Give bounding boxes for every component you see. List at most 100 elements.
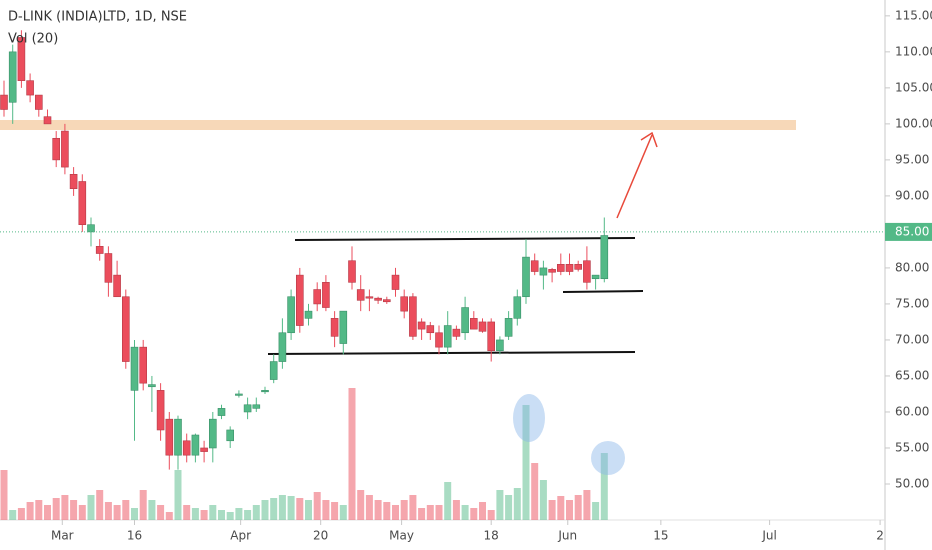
- candle-body: [17, 37, 26, 81]
- volume-bar: [505, 495, 513, 520]
- volume-bar: [148, 500, 156, 520]
- candle-body: [496, 339, 504, 352]
- volume-bar: [374, 500, 382, 520]
- volume-bar: [383, 502, 391, 520]
- volume-bar: [270, 498, 278, 520]
- candle-body: [426, 325, 435, 334]
- y-tick-label: 110.00: [895, 44, 932, 58]
- x-tick-label: 18: [484, 529, 499, 543]
- volume-bar: [487, 510, 495, 520]
- candle-body: [591, 274, 600, 280]
- candle-body: [348, 260, 356, 283]
- volume-bar: [261, 500, 269, 520]
- y-tick-label: 115.00: [895, 8, 932, 22]
- highlight-circle: [591, 441, 625, 475]
- candle-body: [148, 384, 156, 388]
- candle-body: [548, 269, 556, 273]
- candle-body: [243, 404, 252, 413]
- volume-bar: [104, 502, 112, 520]
- candle-body: [487, 321, 496, 352]
- candle-body: [356, 289, 365, 301]
- x-tick-label: Apr: [230, 529, 251, 543]
- volume-bar: [139, 490, 147, 520]
- candle-body: [191, 434, 200, 456]
- volume-bar: [357, 490, 365, 520]
- y-tick-label: 50.00: [895, 476, 929, 490]
- volume-bar: [122, 500, 130, 520]
- volume-bar: [26, 502, 34, 520]
- y-tick-label: 100.00: [895, 116, 932, 130]
- volume-bar: [252, 505, 260, 520]
- candle-body: [278, 332, 287, 362]
- candle-body: [34, 94, 43, 110]
- candle-body: [252, 404, 261, 409]
- y-tick-label: 70.00: [895, 332, 929, 346]
- candle-body: [313, 289, 322, 305]
- volume-label: Vol (20): [8, 32, 58, 47]
- x-tick-label: Jul: [761, 529, 776, 543]
- volume-bar: [61, 495, 69, 520]
- volume-bar: [470, 508, 478, 520]
- candle-body: [435, 332, 443, 348]
- candle-body: [52, 137, 61, 161]
- volume-bar: [44, 505, 51, 520]
- volume-bar: [226, 512, 234, 520]
- candle-body: [556, 264, 565, 272]
- candle-body: [417, 321, 426, 330]
- x-tick-label: 20: [313, 529, 328, 543]
- y-tick-label: 105.00: [895, 80, 932, 94]
- volume-bar: [235, 508, 243, 520]
- trendline-lower: [267, 351, 636, 355]
- volume-bar: [131, 508, 138, 520]
- candle-body: [461, 307, 469, 334]
- volume-bar: [322, 500, 330, 520]
- candle-body: [69, 173, 78, 189]
- volume-bar: [200, 510, 208, 520]
- volume-bar: [0, 470, 8, 520]
- volume-bar: [174, 470, 182, 520]
- candle-body: [95, 246, 104, 254]
- volume-bar: [418, 508, 426, 520]
- candle-body: [165, 418, 174, 456]
- volume-bar: [331, 502, 339, 520]
- candle-body: [443, 325, 452, 348]
- x-tick-label: 16: [127, 529, 142, 543]
- volume-bar: [17, 508, 25, 520]
- candle-body: [478, 321, 487, 332]
- candle-body: [139, 346, 147, 384]
- volume-bar: [566, 500, 573, 520]
- candle-body: [504, 318, 513, 337]
- chart-title: D-LINK (INDIA)LTD, 1D, NSE: [8, 10, 187, 25]
- y-tick-label: 60.00: [895, 404, 929, 418]
- volume-bar: [574, 495, 582, 520]
- candle-body: [330, 318, 339, 337]
- y-tick-label: 90.00: [895, 188, 929, 202]
- x-tick-label: Mar: [51, 529, 74, 543]
- volume-bar: [191, 508, 199, 520]
- candle-body: [522, 256, 530, 298]
- volume-bar: [409, 495, 417, 520]
- last-price-tag: [885, 222, 932, 241]
- volume-bar: [548, 500, 556, 520]
- last-price-label: 85.00: [895, 224, 929, 238]
- candle-body: [295, 274, 304, 326]
- volume-pane: [0, 388, 608, 520]
- volume-bar: [531, 463, 539, 520]
- volume-bar: [96, 490, 104, 520]
- candle-body: [43, 116, 52, 125]
- candle-body: [122, 296, 130, 362]
- volume-bar: [165, 512, 173, 520]
- candle-body: [322, 282, 330, 308]
- volume-bar: [539, 480, 547, 520]
- volume-bar: [70, 500, 78, 520]
- candle-body: [200, 447, 208, 452]
- x-tick-label: 15: [653, 529, 668, 543]
- y-tick-label: 95.00: [895, 152, 929, 166]
- candle-body: [8, 51, 17, 103]
- volume-bar: [400, 500, 408, 520]
- volume-bar: [305, 500, 312, 520]
- volume-bar: [461, 505, 469, 520]
- volume-bar: [52, 498, 60, 520]
